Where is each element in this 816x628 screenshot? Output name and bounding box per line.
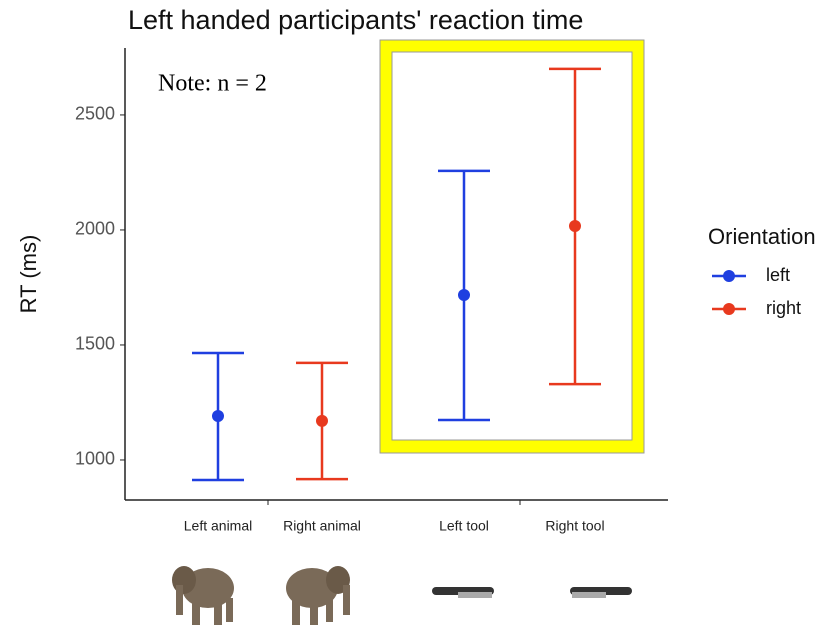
legend-title: Orientation [708,224,816,249]
elephant-icon [172,566,234,625]
comb-icon [432,587,494,598]
legend-label: left [766,265,790,285]
legend-key-point [723,270,735,282]
y-tick-label: 1000 [75,449,115,469]
x-tick-label: Right tool [545,518,604,534]
highlight-inner [392,52,632,440]
legend-key-point [723,303,735,315]
elephant-icon [286,566,350,625]
y-tick-label: 1500 [75,334,115,354]
point [316,415,328,427]
x-tick-label: Left tool [439,518,489,534]
page: {"chart_data": {"type": "errorbar", "tit… [0,0,816,628]
point [458,289,470,301]
x-tick-label: Left animal [184,518,252,534]
y-axis-label: RT (ms) [16,235,41,314]
point [212,410,224,422]
point [569,220,581,232]
chart: Left handed participants' reaction time … [0,0,816,628]
legend-label: right [766,298,801,318]
comb-icon [570,587,632,598]
y-tick-label: 2000 [75,219,115,239]
y-tick-label: 2500 [75,104,115,124]
annotation: Note: n = 2 [158,71,267,97]
x-tick-label: Right animal [283,518,361,534]
chart-title: Left handed participants' reaction time [128,5,583,35]
